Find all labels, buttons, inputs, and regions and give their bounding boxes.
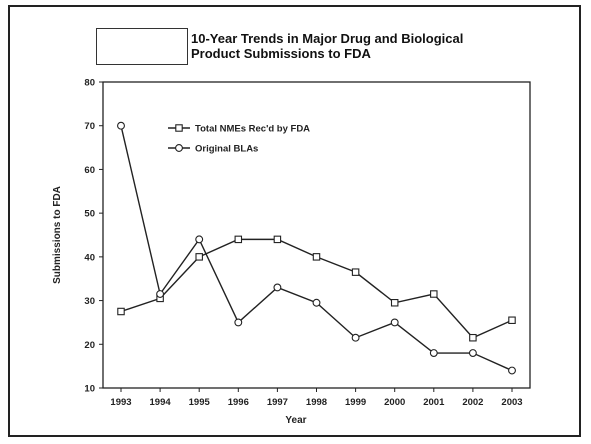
data-point-circle	[390, 318, 399, 327]
x-tick-label: 1995	[189, 397, 211, 408]
series-line	[120, 125, 513, 372]
x-tick-label: 1999	[345, 397, 366, 408]
data-point-circle	[468, 349, 477, 357]
x-axis-label: Year	[285, 415, 306, 426]
chart-title: 10-Year Trends in Major Drug and Biologi…	[191, 31, 551, 61]
y-tick-label: 50	[84, 209, 95, 220]
x-tick-label: 2003	[501, 397, 522, 408]
legend-marker-circle	[175, 144, 183, 152]
y-tick-label: 60	[84, 165, 95, 176]
legend-marker-square	[175, 124, 183, 132]
data-point-square	[508, 316, 516, 324]
x-tick-label: 1997	[267, 397, 288, 408]
x-tick-label: 2000	[384, 397, 405, 408]
data-point-square	[312, 253, 321, 261]
data-point-circle	[195, 235, 204, 244]
data-point-circle	[429, 349, 438, 357]
plot-area-border	[102, 81, 531, 389]
x-tick-label: 2002	[462, 397, 483, 408]
x-tick-label: 1994	[150, 397, 172, 408]
chart-axes: 10 20 30 40 50 60 70 80 1993 1994 1995 1996 1997 1998…	[84, 78, 531, 408]
data-point-square	[195, 253, 203, 261]
data-point-square	[273, 235, 282, 244]
legend-label: Total NMEs Rec'd by FDA	[195, 124, 310, 135]
data-point-circle	[508, 366, 516, 375]
legend-item-1: Total NMEs Rec'd by FDA	[168, 124, 310, 135]
chart-series	[117, 121, 516, 375]
series-1	[117, 235, 516, 342]
chart-legend: Total NMEs Rec'd by FDA Original BLAs	[168, 124, 310, 155]
data-point-circle	[156, 290, 165, 298]
data-point-square	[351, 268, 360, 276]
data-point-circle	[351, 333, 360, 342]
data-point-circle	[234, 318, 243, 327]
y-tick-label: 70	[84, 121, 95, 132]
logo-placeholder-box	[96, 28, 188, 65]
data-point-square	[469, 333, 477, 342]
y-tick-label: 10	[84, 384, 95, 395]
x-tick-label: 1993	[110, 397, 131, 408]
legend-item-2: Original BLAs	[168, 144, 258, 155]
chart-title-line-1: 10-Year Trends in Major Drug and Biologi…	[191, 31, 464, 46]
data-point-square	[117, 307, 125, 316]
x-tick-label: 2001	[423, 397, 445, 408]
data-point-circle	[117, 121, 125, 130]
x-tick-label: 1998	[306, 397, 327, 408]
data-point-square	[430, 290, 438, 298]
data-point-circle	[312, 298, 321, 307]
y-tick-label: 20	[84, 340, 95, 351]
x-tick-label: 1996	[228, 397, 249, 408]
data-point-circle	[273, 283, 282, 292]
y-tick-label: 30	[84, 296, 95, 307]
y-axis-label: Submissions to FDA	[52, 186, 63, 284]
chart-title-line-2: Product Submissions to FDA	[191, 46, 371, 61]
data-point-square	[390, 299, 399, 307]
series-2	[117, 121, 516, 375]
y-tick-label: 80	[84, 78, 95, 89]
y-tick-label: 40	[84, 252, 95, 263]
legend-label: Original BLAs	[195, 144, 258, 155]
data-point-square	[234, 235, 243, 244]
